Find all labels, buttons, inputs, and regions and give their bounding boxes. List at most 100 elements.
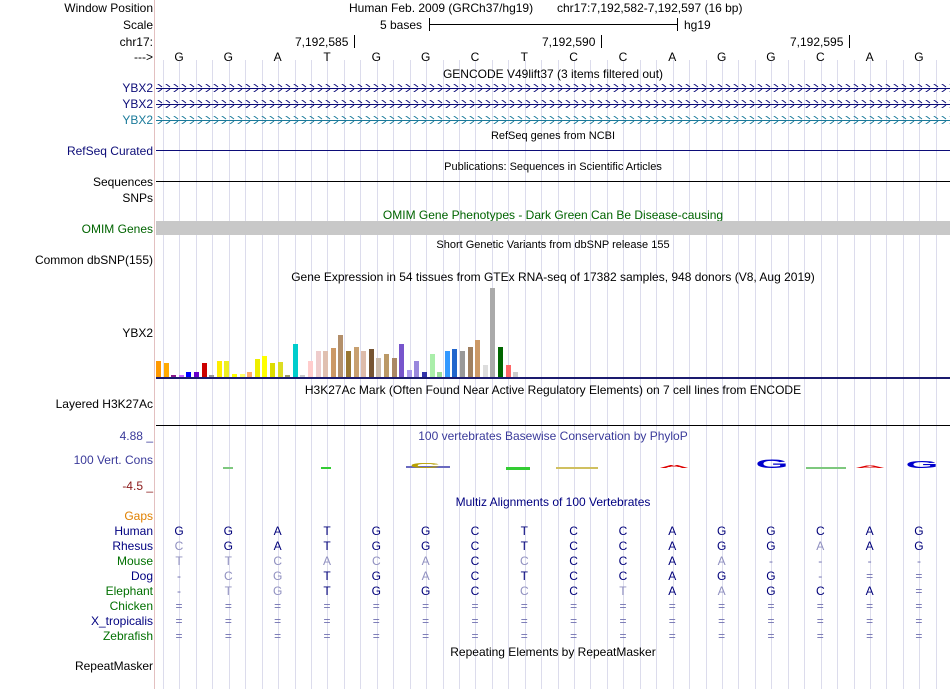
gtex-bar[interactable] [194, 372, 200, 377]
gtex-bar[interactable] [498, 346, 504, 377]
repeatmasker-label[interactable]: RepeatMasker [74, 659, 153, 673]
gtex-bar[interactable] [406, 369, 412, 377]
alignment-base: T [520, 524, 528, 538]
gtex-bar[interactable] [361, 351, 367, 377]
gtex-bar[interactable] [482, 365, 488, 377]
gtex-bar[interactable] [391, 358, 397, 377]
sequences-label[interactable]: Sequences [92, 175, 153, 189]
gtex-bar[interactable] [201, 362, 207, 377]
gtex-bar[interactable] [186, 372, 192, 377]
h3k27ac-label[interactable]: Layered H3K27Ac [55, 397, 153, 411]
gene-label-ybx2-2[interactable]: YBX2 [122, 97, 153, 111]
gtex-bar[interactable] [505, 365, 511, 377]
grid-line [557, 60, 559, 689]
grid-line [689, 60, 691, 689]
gtex-gene-label[interactable]: YBX2 [122, 326, 153, 340]
gtex-bar[interactable] [224, 360, 230, 377]
species-label-elephant[interactable]: Elephant [105, 584, 153, 598]
species-label-dog[interactable]: Dog [130, 569, 153, 583]
common-dbsnp-label[interactable]: Common dbSNP(155) [34, 253, 153, 267]
gtex-bar[interactable] [315, 351, 321, 377]
gtex-bar[interactable] [285, 374, 291, 377]
gtex-bar[interactable] [414, 360, 420, 377]
alignment-base: C [223, 569, 233, 583]
gtex-bar[interactable] [422, 372, 428, 377]
phylop-track-title[interactable]: 100 vertebrates Basewise Conservation by… [418, 429, 688, 443]
grid-line [837, 60, 838, 689]
gtex-bar[interactable] [216, 360, 222, 377]
species-label-rhesus[interactable]: Rhesus [112, 539, 153, 553]
omim-genes-label[interactable]: OMIM Genes [81, 222, 153, 236]
gtex-bar[interactable] [239, 373, 245, 377]
publications-track-title[interactable]: Publications: Sequences in Scientific Ar… [444, 161, 662, 173]
grid-line [705, 60, 707, 689]
alignment-base: A [668, 584, 677, 598]
gtex-bar[interactable] [330, 347, 336, 377]
h3k27ac-track-title[interactable]: H3K27Ac Mark (Often Found Near Active Re… [304, 383, 802, 397]
gtex-bar[interactable] [308, 360, 314, 377]
refseq-track-title[interactable]: RefSeq genes from NCBI [490, 130, 616, 142]
gtex-bar[interactable] [513, 372, 519, 377]
gtex-bar[interactable] [338, 334, 344, 377]
species-label-zebrafish[interactable]: Zebrafish [102, 629, 153, 643]
gencode-transcripts[interactable] [156, 80, 950, 128]
gtex-bar[interactable] [163, 362, 169, 377]
gtex-bar[interactable] [178, 374, 184, 377]
species-label-human[interactable]: Human [114, 524, 153, 538]
snps-label[interactable]: SNPs [122, 191, 153, 205]
gtex-bar[interactable] [270, 362, 276, 377]
gtex-bar[interactable] [368, 348, 374, 377]
gtex-bar[interactable] [429, 353, 435, 377]
gtex-bar[interactable] [437, 372, 443, 377]
gtex-bar[interactable] [209, 374, 215, 377]
gtex-bar[interactable] [452, 348, 458, 377]
gencode-track-title[interactable]: GENCODE V49lift37 (3 items filtered out) [442, 67, 664, 81]
gtex-bar[interactable] [171, 374, 177, 377]
gtex-bar[interactable] [399, 344, 405, 377]
repeatmasker-track-title[interactable]: Repeating Elements by RepeatMasker [450, 645, 656, 659]
gtex-bar[interactable] [247, 372, 253, 377]
gtex-bar[interactable] [254, 359, 260, 377]
species-label-x_tropicalis[interactable]: X_tropicalis [90, 614, 153, 628]
alignment-base: = [224, 614, 232, 628]
gtex-bar[interactable] [277, 361, 283, 377]
alignment-base: - [177, 569, 181, 583]
species-label-mouse[interactable]: Mouse [116, 554, 153, 568]
omim-feature-bar[interactable] [156, 221, 950, 235]
base-letter: G [371, 50, 381, 64]
vert-cons-label[interactable]: 100 Vert. Cons [73, 453, 153, 467]
refseq-line[interactable] [156, 150, 950, 151]
gtex-track-title[interactable]: Gene Expression in 54 tissues from GTEx … [291, 270, 815, 284]
gtex-bar[interactable] [262, 355, 268, 377]
gtex-bar[interactable] [156, 360, 162, 377]
alignment-base: = [619, 629, 627, 643]
gtex-bar[interactable] [460, 351, 466, 377]
gtex-bar[interactable] [323, 351, 329, 377]
gtex-bar[interactable] [475, 339, 481, 377]
gene-label-ybx2-3[interactable]: YBX2 [122, 113, 153, 127]
alignment-base: G [420, 524, 431, 538]
strand-arrow-label: ---> [134, 50, 153, 64]
gtex-bar[interactable] [300, 374, 306, 377]
gtex-bar[interactable] [292, 344, 298, 377]
publications-line[interactable] [156, 181, 950, 182]
refseq-curated-label[interactable]: RefSeq Curated [66, 144, 153, 158]
gaps-label[interactable]: Gaps [124, 509, 153, 523]
gtex-bar[interactable] [232, 373, 238, 377]
gtex-bar[interactable] [346, 351, 352, 377]
gtex-bar-chart[interactable] [156, 285, 950, 377]
species-label-chicken[interactable]: Chicken [109, 599, 153, 613]
gtex-bar[interactable] [444, 351, 450, 377]
gtex-bar[interactable] [467, 346, 473, 377]
omim-track-title[interactable]: OMIM Gene Phenotypes - Dark Green Can Be… [382, 208, 724, 222]
dbsnp-track-title[interactable]: Short Genetic Variants from dbSNP releas… [436, 239, 670, 251]
gtex-bar[interactable] [353, 346, 359, 377]
gtex-bar[interactable] [384, 353, 390, 377]
multiz-track-title[interactable]: Multiz Alignments of 100 Vertebrates [455, 495, 651, 509]
gtex-bar[interactable] [376, 358, 382, 377]
alignment-base: = [372, 599, 380, 613]
gtex-bar[interactable] [490, 288, 496, 377]
gene-label-ybx2-1[interactable]: YBX2 [122, 81, 153, 95]
